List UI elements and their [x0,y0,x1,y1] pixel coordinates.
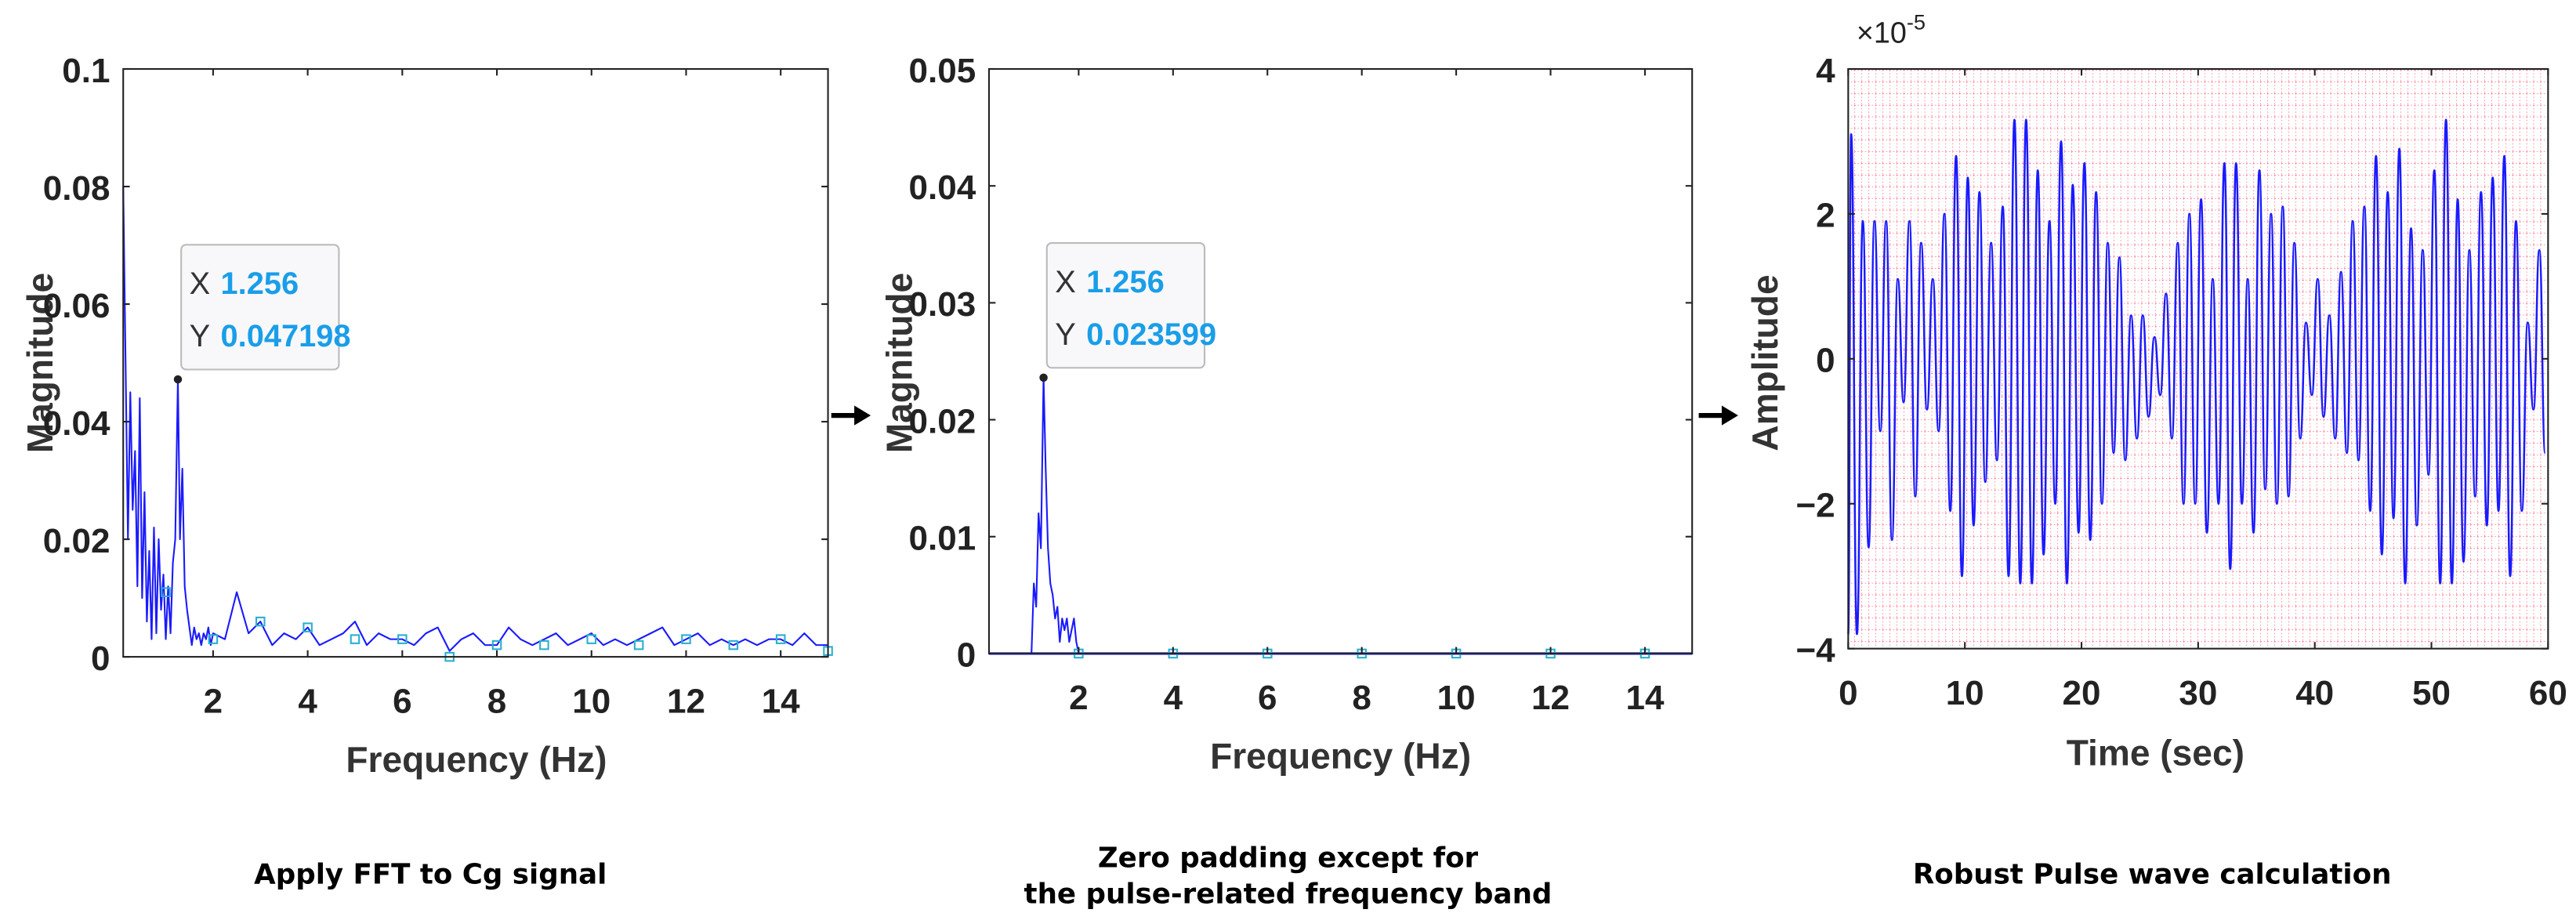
datatip-x-label: X [1055,265,1076,299]
datatip-x-value: 1.256 [1086,265,1165,299]
x-tick-label: 12 [1531,679,1570,717]
data-marker [728,639,739,650]
axes-box [987,67,1694,654]
datatip-box [1045,242,1206,369]
x-tick-label: 8 [487,682,506,720]
y-axis-label: Magnitude [20,273,60,453]
x-tick-label: 20 [2063,674,2101,712]
fft-spectrum-chart: Magnitude Frequency (Hz) Apply FFT to Cg… [20,52,833,890]
x-tick-label: 6 [1258,679,1277,717]
datatip: X 1.256 Y 0.023599 [1045,242,1216,369]
data-line [122,187,828,652]
x-tick-label: 4 [298,682,317,720]
datatip: X 1.256 Y 0.047198 [180,244,351,371]
y-tick-label: 0.05 [909,52,976,90]
y-tick-label: 0.06 [43,287,111,325]
zero-padded-spectrum-chart: Magnitude Frequency (Hz) Zero padding ex… [879,52,1694,910]
data-marker [681,634,691,644]
x-tick-label: 8 [1352,679,1371,717]
x-tick-label: 4 [1164,679,1183,717]
x-tick-label: 2 [204,682,223,720]
caption: Apply FFT to Cg signal [254,858,607,890]
y-tick-label: 0.1 [62,52,110,90]
data-marker [350,634,360,644]
exponent-base: ×10 [1857,16,1907,49]
y-axis-label: Magnitude [879,273,919,453]
y-tick-label: 0 [1816,342,1835,380]
x-tick-label: 14 [762,682,800,720]
datatip-point [173,375,183,384]
caption: Robust Pulse wave calculation [1913,858,2392,890]
data-marker [161,587,171,597]
y-tick-label: 0.03 [909,285,976,324]
data-marker [539,639,549,650]
y-tick-label: −4 [1795,631,1835,669]
data-marker [491,639,502,650]
y-tick-label: 2 [1816,197,1835,235]
y-tick-label: 0.02 [43,522,111,560]
x-tick-label: 30 [2179,674,2217,712]
datatip-x-value: 1.256 [220,266,299,301]
y-axis-label: Amplitude [1745,274,1785,451]
exponent-label: ×10-5 [1857,10,1926,49]
caption-line-1: Zero padding except for [1098,842,1479,874]
y-tick-label: 0 [91,639,110,678]
y-tick-label: 0.01 [909,520,976,558]
y-tick-label: 0.02 [909,402,976,440]
x-tick-label: 14 [1625,679,1664,717]
data-marker [775,634,786,644]
datatip-y-label: Y [1055,317,1076,352]
caption-line-2: the pulse-related frequency band [1024,878,1552,910]
right-arrow-icon [831,405,871,426]
datatip-y-value: 0.023599 [1086,317,1216,352]
datatip-x-label: X [190,266,211,301]
datatip-point [1039,373,1048,382]
x-tick-label: 10 [572,682,610,720]
x-tick-label: 0 [1839,674,1857,712]
pulse-wave-chart: Amplitude Time (sec) Robust Pulse wave c… [1745,10,2567,891]
right-arrow-icon [1698,405,1738,426]
x-tick-label: 50 [2412,674,2451,712]
datatip-y-label: Y [190,319,211,353]
x-tick-label: 60 [2529,674,2567,712]
y-tick-label: −2 [1795,487,1835,525]
data-marker [586,634,597,644]
data-line [988,376,1693,654]
y-tick-label: 0.04 [909,168,976,207]
x-tick-label: 40 [2295,674,2334,712]
y-tick-label: 0.08 [43,169,111,208]
x-tick-label: 10 [1946,674,1984,712]
data-marker [303,622,313,632]
y-tick-label: 0 [957,636,976,675]
x-axis-label: Frequency (Hz) [1210,736,1471,777]
data-marker [633,639,644,650]
x-axis-label: Time (sec) [2067,732,2244,773]
y-tick-label: 0.04 [43,404,111,443]
x-axis-label: Frequency (Hz) [346,739,607,780]
y-tick-label: 4 [1816,52,1835,90]
x-tick-label: 6 [393,682,411,720]
datatip-y-value: 0.047198 [220,319,350,353]
data-marker [397,634,408,644]
datatip-box [180,244,340,371]
x-tick-label: 2 [1069,679,1088,717]
axes-box [122,67,829,658]
x-tick-label: 12 [667,682,705,720]
data-marker [255,616,266,627]
x-tick-label: 10 [1437,679,1476,717]
data-marker [208,634,219,644]
data-line [1847,118,2546,636]
exponent-value: -5 [1907,10,1926,34]
